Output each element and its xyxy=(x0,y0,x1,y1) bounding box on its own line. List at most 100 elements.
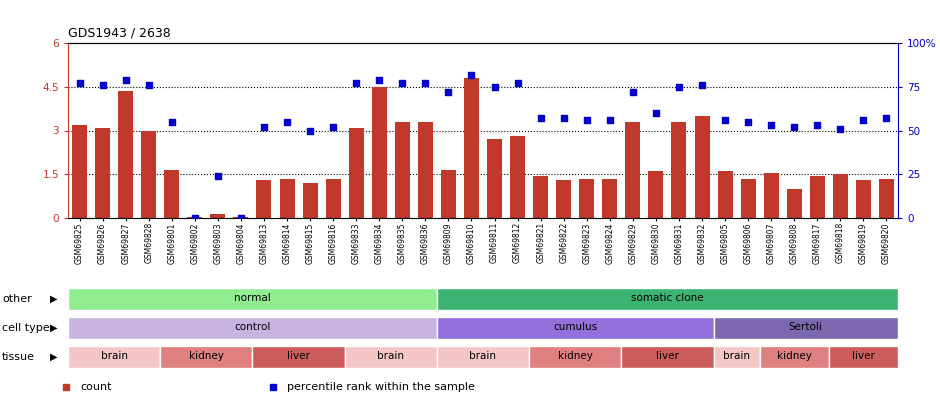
Bar xyxy=(395,122,410,218)
Point xyxy=(809,122,824,128)
Bar xyxy=(437,346,529,368)
Bar xyxy=(464,78,479,218)
Bar xyxy=(68,288,437,310)
Text: kidney: kidney xyxy=(557,352,592,362)
Bar xyxy=(437,288,898,310)
Bar xyxy=(279,179,294,218)
Bar xyxy=(371,87,386,218)
Bar xyxy=(418,122,432,218)
Text: somatic clone: somatic clone xyxy=(631,294,704,303)
Bar xyxy=(187,217,202,218)
Bar xyxy=(625,122,640,218)
Bar xyxy=(253,346,345,368)
Bar xyxy=(579,179,594,218)
Bar xyxy=(879,179,894,218)
Bar xyxy=(533,176,548,218)
Point xyxy=(464,71,479,78)
Point xyxy=(164,119,180,125)
Bar xyxy=(95,128,110,218)
Text: GDS1943 / 2638: GDS1943 / 2638 xyxy=(68,27,171,40)
Bar xyxy=(810,176,824,218)
Bar xyxy=(160,346,253,368)
Bar xyxy=(829,346,898,368)
Point xyxy=(579,117,594,123)
Point xyxy=(556,115,572,122)
Point xyxy=(695,82,710,88)
Text: liver: liver xyxy=(656,352,679,362)
Bar xyxy=(303,183,318,218)
Bar xyxy=(787,189,802,218)
Bar xyxy=(713,317,898,339)
Bar xyxy=(529,346,621,368)
Bar xyxy=(257,180,272,218)
Point xyxy=(741,119,756,125)
Text: control: control xyxy=(234,322,271,333)
Point xyxy=(118,77,133,83)
Bar xyxy=(437,317,713,339)
Point xyxy=(441,89,456,95)
Point xyxy=(879,115,894,122)
Point xyxy=(763,122,778,128)
Bar xyxy=(118,91,133,218)
Point xyxy=(371,77,386,83)
Text: count: count xyxy=(80,382,112,392)
Text: cell type: cell type xyxy=(2,323,50,333)
Point xyxy=(510,80,525,87)
Bar xyxy=(856,180,870,218)
Text: cumulus: cumulus xyxy=(553,322,597,333)
Point xyxy=(95,82,110,88)
Point xyxy=(603,117,618,123)
Bar xyxy=(760,346,829,368)
Bar xyxy=(325,179,340,218)
Bar xyxy=(556,180,572,218)
Bar xyxy=(68,317,437,339)
Text: normal: normal xyxy=(234,294,271,303)
Point xyxy=(717,117,732,123)
Text: brain: brain xyxy=(723,352,750,362)
Point xyxy=(233,215,248,221)
Bar xyxy=(72,125,87,218)
Text: ▶: ▶ xyxy=(50,294,57,304)
Point xyxy=(833,126,848,132)
Text: ▶: ▶ xyxy=(50,352,57,362)
Bar xyxy=(233,217,248,218)
Text: brain: brain xyxy=(469,352,496,362)
Point xyxy=(787,124,802,130)
Text: Sertoli: Sertoli xyxy=(789,322,822,333)
Point xyxy=(418,80,433,87)
Point xyxy=(649,110,664,116)
Text: percentile rank within the sample: percentile rank within the sample xyxy=(287,382,475,392)
Text: tissue: tissue xyxy=(2,352,35,362)
Bar xyxy=(763,173,778,218)
Bar xyxy=(510,136,525,218)
Point xyxy=(141,82,156,88)
Text: other: other xyxy=(2,294,32,304)
Point xyxy=(349,80,364,87)
Text: ▶: ▶ xyxy=(50,323,57,333)
Text: brain: brain xyxy=(377,352,404,362)
Point xyxy=(533,115,548,122)
Bar xyxy=(717,171,732,218)
Bar xyxy=(141,130,156,218)
Point xyxy=(187,215,202,221)
Bar xyxy=(603,179,618,218)
Point xyxy=(279,119,294,125)
Point xyxy=(487,83,502,90)
Bar xyxy=(649,171,664,218)
Bar xyxy=(741,179,756,218)
Point xyxy=(325,124,340,130)
Point xyxy=(856,117,871,123)
Bar xyxy=(349,128,364,218)
Text: kidney: kidney xyxy=(776,352,811,362)
Bar xyxy=(621,346,713,368)
Point xyxy=(671,83,686,90)
Bar xyxy=(671,122,686,218)
Bar xyxy=(211,213,226,218)
Bar xyxy=(833,174,848,218)
Point xyxy=(625,89,640,95)
Bar xyxy=(695,116,710,218)
Text: brain: brain xyxy=(101,352,128,362)
Bar xyxy=(345,346,437,368)
Point xyxy=(303,127,318,134)
Text: liver: liver xyxy=(852,352,875,362)
